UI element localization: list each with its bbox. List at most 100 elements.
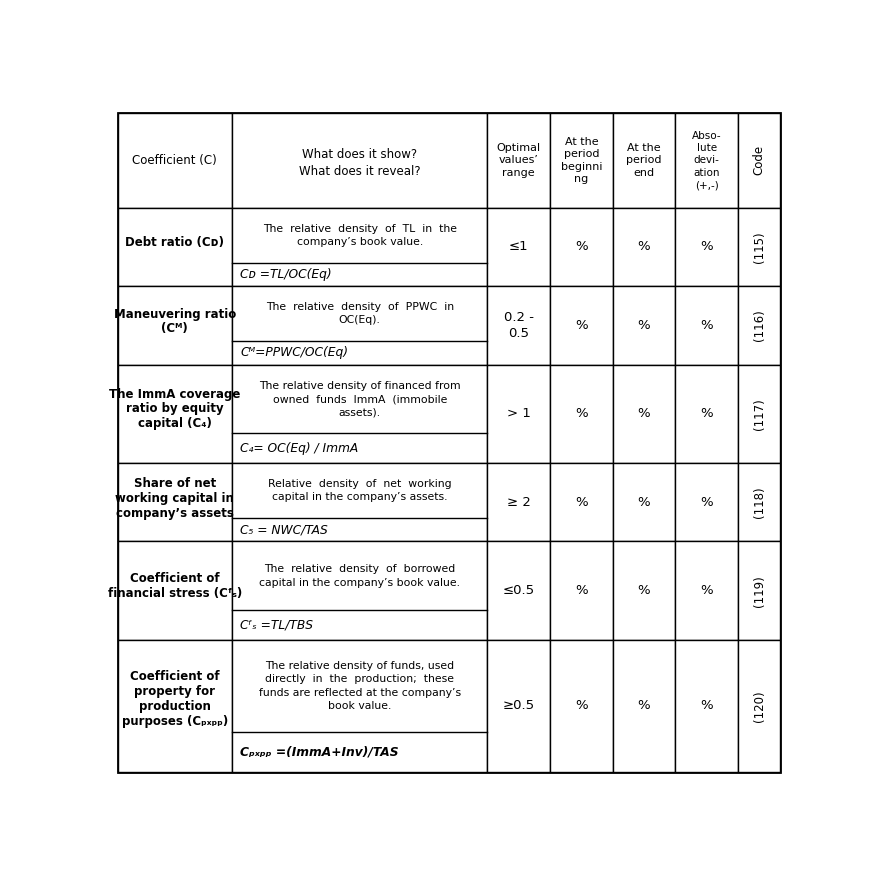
- Text: (117): (117): [752, 398, 766, 429]
- Text: At the
period
end: At the period end: [626, 143, 661, 178]
- Text: Cₚₓₚₚ =(ImmA+Inv)/TAS: Cₚₓₚₚ =(ImmA+Inv)/TAS: [240, 745, 399, 759]
- Bar: [487, 463, 550, 541]
- Bar: [550, 639, 612, 772]
- Text: The  relative  density  of  PPWC  in
OC(Eq).: The relative density of PPWC in OC(Eq).: [265, 302, 454, 325]
- Text: Cᶠₛ =TL/TBS: Cᶠₛ =TL/TBS: [240, 618, 314, 632]
- Bar: [612, 463, 675, 541]
- Text: %: %: [701, 699, 713, 712]
- Text: > 1: > 1: [507, 407, 531, 420]
- Text: (116): (116): [752, 309, 766, 342]
- Text: The  relative  density  of  borrowed
capital in the company’s book value.: The relative density of borrowed capital…: [259, 564, 460, 588]
- Bar: [612, 113, 675, 208]
- Bar: [232, 364, 487, 463]
- Text: C₅ = NWC/TAS: C₅ = NWC/TAS: [240, 523, 328, 536]
- Bar: [675, 286, 738, 364]
- Text: %: %: [575, 496, 588, 509]
- Bar: [232, 208, 487, 286]
- Bar: [738, 541, 781, 639]
- Bar: [487, 286, 550, 364]
- Bar: [487, 364, 550, 463]
- Text: The  relative  density  of  TL  in  the
company’s book value.: The relative density of TL in the compan…: [263, 223, 456, 247]
- Bar: [675, 208, 738, 286]
- Text: C₄= OC(Eq) / ImmA: C₄= OC(Eq) / ImmA: [240, 442, 358, 455]
- Bar: [675, 541, 738, 639]
- Text: Maneuvering ratio: Maneuvering ratio: [114, 307, 236, 321]
- Bar: [675, 364, 738, 463]
- Bar: [550, 208, 612, 286]
- Bar: [550, 364, 612, 463]
- Text: Coefficient of: Coefficient of: [130, 572, 220, 585]
- Text: Optimal
values’
range: Optimal values’ range: [497, 143, 540, 178]
- Text: Coefficient (C): Coefficient (C): [132, 154, 217, 167]
- Bar: [232, 541, 487, 639]
- Bar: [612, 639, 675, 772]
- Text: Cᴅ =TL/OC(Eq): Cᴅ =TL/OC(Eq): [240, 268, 332, 281]
- Text: %: %: [575, 699, 588, 712]
- Text: At the
period
beginni
ng: At the period beginni ng: [561, 137, 602, 184]
- Text: (119): (119): [752, 575, 766, 606]
- Bar: [738, 113, 781, 208]
- Bar: [232, 463, 487, 541]
- Text: The relative density of funds, used
directly  in  the  production;  these
funds : The relative density of funds, used dire…: [258, 661, 461, 710]
- Bar: [117, 113, 232, 208]
- Text: capital (C₄): capital (C₄): [138, 417, 212, 430]
- Text: Abso-
lute
devi-
ation
(+,-): Abso- lute devi- ation (+,-): [692, 131, 722, 190]
- Bar: [232, 286, 487, 364]
- Text: (118): (118): [752, 486, 766, 518]
- Bar: [117, 639, 232, 772]
- Text: %: %: [638, 319, 650, 332]
- Bar: [232, 113, 487, 208]
- Bar: [117, 463, 232, 541]
- Bar: [117, 286, 232, 364]
- Text: ≥ 2: ≥ 2: [507, 496, 531, 509]
- Text: purposes (Cₚₓₚₚ): purposes (Cₚₓₚₚ): [122, 715, 228, 728]
- Text: financial stress (Cᶠₛ): financial stress (Cᶠₛ): [108, 587, 242, 600]
- Text: %: %: [575, 584, 588, 597]
- Text: property for: property for: [134, 685, 215, 698]
- Text: %: %: [638, 699, 650, 712]
- Text: %: %: [701, 496, 713, 509]
- Text: %: %: [575, 240, 588, 253]
- Text: Relative  density  of  net  working
capital in the company’s assets.: Relative density of net working capital …: [268, 479, 451, 502]
- Text: ≥0.5: ≥0.5: [503, 699, 535, 712]
- Text: production: production: [139, 700, 211, 713]
- Text: %: %: [575, 319, 588, 332]
- Bar: [550, 541, 612, 639]
- Text: %: %: [638, 584, 650, 597]
- Bar: [738, 463, 781, 541]
- Bar: [550, 286, 612, 364]
- Text: (Cᴹ): (Cᴹ): [161, 322, 188, 336]
- Bar: [675, 463, 738, 541]
- Bar: [487, 541, 550, 639]
- Text: Cᴹ=PPWC/OC(Eq): Cᴹ=PPWC/OC(Eq): [240, 346, 348, 359]
- Text: What does it reveal?: What does it reveal?: [299, 166, 420, 178]
- Bar: [550, 113, 612, 208]
- Bar: [738, 208, 781, 286]
- Bar: [117, 364, 232, 463]
- Bar: [487, 113, 550, 208]
- Bar: [738, 364, 781, 463]
- Text: %: %: [701, 584, 713, 597]
- Text: %: %: [638, 496, 650, 509]
- Text: company’s assets: company’s assets: [116, 506, 234, 519]
- Bar: [675, 113, 738, 208]
- Bar: [487, 639, 550, 772]
- Bar: [612, 286, 675, 364]
- Bar: [117, 208, 232, 286]
- Text: %: %: [701, 319, 713, 332]
- Text: 0.2 -
0.5: 0.2 - 0.5: [504, 311, 533, 340]
- Bar: [232, 639, 487, 772]
- Text: Coefficient of: Coefficient of: [130, 670, 220, 683]
- Text: Debt ratio (Cᴅ): Debt ratio (Cᴅ): [125, 237, 224, 250]
- Text: ratio by equity: ratio by equity: [126, 402, 223, 415]
- Text: The ImmA coverage: The ImmA coverage: [110, 387, 241, 400]
- Bar: [738, 639, 781, 772]
- Bar: [550, 463, 612, 541]
- Bar: [117, 541, 232, 639]
- Text: %: %: [701, 240, 713, 253]
- Text: What does it show?: What does it show?: [302, 148, 417, 161]
- Text: Share of net: Share of net: [134, 477, 216, 490]
- Text: (115): (115): [752, 231, 766, 263]
- Text: The relative density of financed from
owned  funds  ImmA  (immobile
assets).: The relative density of financed from ow…: [259, 381, 461, 417]
- Bar: [487, 208, 550, 286]
